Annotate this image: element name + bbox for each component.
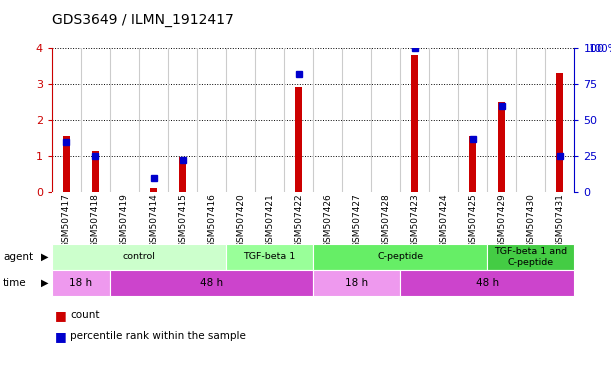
Bar <box>469 136 477 192</box>
Bar <box>556 73 563 192</box>
Text: time: time <box>3 278 27 288</box>
Text: C-peptide: C-peptide <box>377 252 423 262</box>
Bar <box>313 244 488 270</box>
Text: GDS3649 / ILMN_1912417: GDS3649 / ILMN_1912417 <box>52 13 233 27</box>
Bar <box>498 102 505 192</box>
Text: GSM507414: GSM507414 <box>149 194 158 248</box>
Text: GSM507423: GSM507423 <box>410 194 419 248</box>
Text: percentile rank within the sample: percentile rank within the sample <box>70 331 246 341</box>
Text: GSM507419: GSM507419 <box>120 194 129 248</box>
Text: GSM507430: GSM507430 <box>526 194 535 248</box>
Y-axis label: 100%: 100% <box>588 44 611 54</box>
Text: GSM507431: GSM507431 <box>555 194 565 248</box>
Text: count: count <box>70 310 100 320</box>
Bar <box>226 244 313 270</box>
Text: GSM507417: GSM507417 <box>62 194 71 248</box>
Text: GSM507424: GSM507424 <box>439 194 448 248</box>
Text: GSM507425: GSM507425 <box>468 194 477 248</box>
Text: ▶: ▶ <box>41 252 48 262</box>
Bar <box>179 157 186 192</box>
Text: ■: ■ <box>55 309 67 322</box>
Bar <box>411 55 419 192</box>
Text: GSM507421: GSM507421 <box>265 194 274 248</box>
Text: GSM507415: GSM507415 <box>178 194 187 248</box>
Text: TGF-beta 1 and
C-peptide: TGF-beta 1 and C-peptide <box>494 247 568 266</box>
Text: GSM507426: GSM507426 <box>323 194 332 248</box>
Bar <box>313 270 400 296</box>
Bar <box>400 270 574 296</box>
Bar <box>52 270 110 296</box>
Text: GSM507427: GSM507427 <box>352 194 361 248</box>
Bar <box>150 188 157 192</box>
Text: TGF-beta 1: TGF-beta 1 <box>243 252 296 262</box>
Text: GSM507428: GSM507428 <box>381 194 390 248</box>
Text: 48 h: 48 h <box>476 278 499 288</box>
Text: 18 h: 18 h <box>345 278 368 288</box>
Text: control: control <box>123 252 155 262</box>
Text: 18 h: 18 h <box>70 278 92 288</box>
Text: 48 h: 48 h <box>200 278 223 288</box>
Text: GSM507429: GSM507429 <box>497 194 507 248</box>
Text: ▶: ▶ <box>41 278 48 288</box>
Text: GSM507422: GSM507422 <box>294 194 303 248</box>
Bar <box>92 151 99 192</box>
Bar <box>52 244 226 270</box>
Text: ■: ■ <box>55 330 67 343</box>
Bar <box>63 136 70 192</box>
Text: GSM507420: GSM507420 <box>236 194 245 248</box>
Text: agent: agent <box>3 252 33 262</box>
Text: GSM507416: GSM507416 <box>207 194 216 248</box>
Bar <box>110 270 313 296</box>
Text: GSM507418: GSM507418 <box>91 194 100 248</box>
Bar <box>295 86 302 192</box>
Bar <box>488 244 574 270</box>
